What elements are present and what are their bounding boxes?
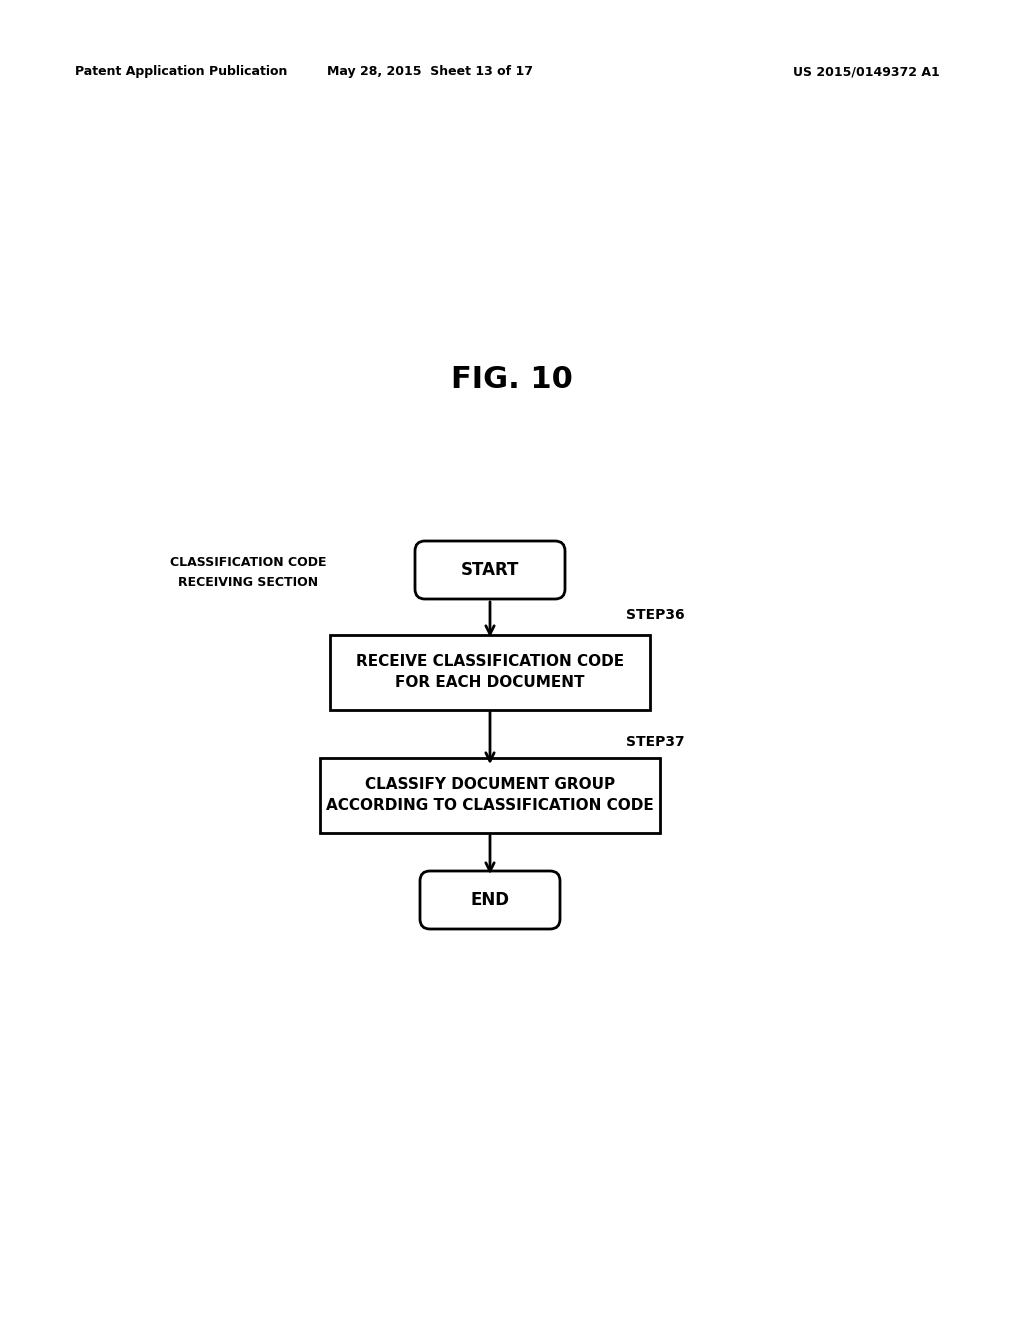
FancyBboxPatch shape [415, 541, 565, 599]
Text: END: END [470, 891, 510, 909]
Text: STEP37: STEP37 [627, 735, 685, 748]
Text: STEP36: STEP36 [627, 609, 685, 622]
Text: RECEIVE CLASSIFICATION CODE
FOR EACH DOCUMENT: RECEIVE CLASSIFICATION CODE FOR EACH DOC… [356, 653, 624, 690]
Text: Patent Application Publication: Patent Application Publication [75, 66, 288, 78]
FancyBboxPatch shape [319, 758, 660, 833]
Text: CLASSIFY DOCUMENT GROUP
ACCORDING TO CLASSIFICATION CODE: CLASSIFY DOCUMENT GROUP ACCORDING TO CLA… [326, 777, 654, 813]
Text: RECEIVING SECTION: RECEIVING SECTION [178, 576, 318, 589]
Text: US 2015/0149372 A1: US 2015/0149372 A1 [794, 66, 940, 78]
FancyBboxPatch shape [330, 635, 650, 710]
Text: May 28, 2015  Sheet 13 of 17: May 28, 2015 Sheet 13 of 17 [327, 66, 534, 78]
Text: CLASSIFICATION CODE: CLASSIFICATION CODE [170, 556, 327, 569]
Text: FIG. 10: FIG. 10 [451, 366, 573, 395]
FancyBboxPatch shape [420, 871, 560, 929]
Text: START: START [461, 561, 519, 579]
